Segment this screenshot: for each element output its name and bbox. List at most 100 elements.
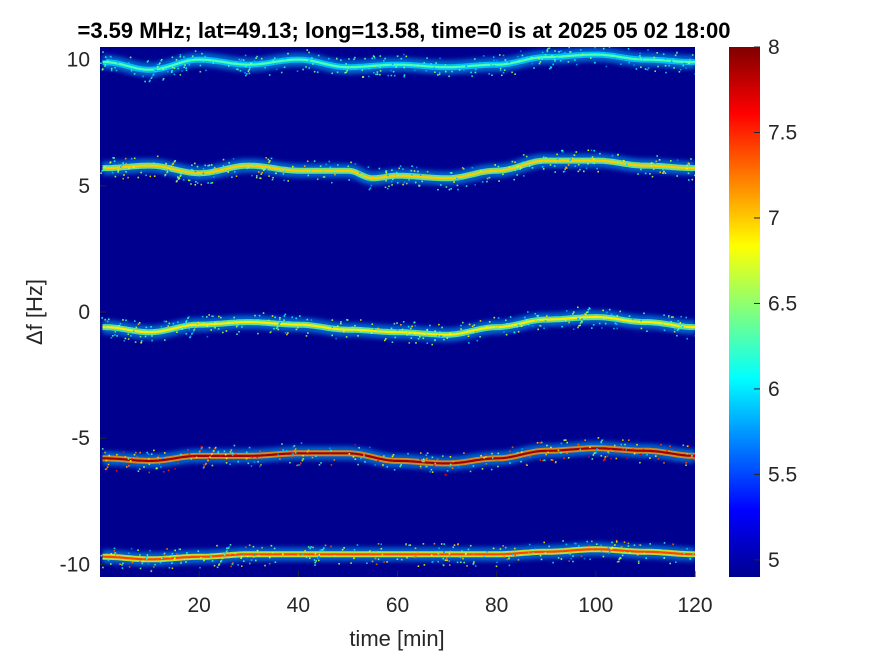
trace-speckle [480,170,482,172]
trace-speckle [171,163,174,166]
trace-speckle [539,554,542,557]
trace-speckle [230,321,233,324]
trace-speckle [149,175,152,178]
trace-speckle [581,318,583,320]
trace-speckle [370,332,373,334]
trace-speckle [622,59,625,61]
trace-speckle [225,330,228,332]
trace-speckle [190,183,192,185]
trace-speckle [392,70,395,73]
trace-speckle [179,548,181,551]
trace-speckle [438,73,441,76]
trace-speckle [115,69,118,72]
trace-speckle [252,545,255,548]
trace-speckle [441,326,443,329]
trace-speckle [496,60,498,62]
trace-speckle [246,73,248,75]
trace-speckle [330,464,333,466]
trace-speckle [656,155,658,157]
trace-speckle [384,186,387,189]
trace-speckle [279,318,281,321]
trace-speckle [408,179,410,181]
trace-speckle [553,165,556,167]
trace-speckle [431,561,433,563]
trace-speckle [600,441,602,443]
trace-speckle [636,58,638,60]
trace-speckle [228,546,230,548]
trace-speckle [426,342,429,344]
trace-speckle [301,459,304,462]
trace-speckle [448,188,451,191]
trace-speckle [587,311,589,313]
trace-speckle [295,328,298,331]
trace-speckle [405,55,408,58]
trace-speckle [473,561,475,563]
trace-speckle [247,166,249,169]
trace-speckle [408,342,411,344]
trace-speckle [560,442,563,445]
trace-speckle [160,60,162,62]
trace-speckle [469,544,472,547]
trace-speckle [552,561,554,564]
trace-speckle [224,553,227,555]
trace-speckle [539,459,542,461]
trace-speckle [243,554,245,556]
trace-speckle [305,335,308,337]
trace-speckle [449,564,451,566]
trace-speckle [261,167,264,170]
trace-speckle [476,339,479,342]
trace-speckle [433,542,436,545]
trace-speckle [458,69,461,71]
trace-speckle [254,164,256,166]
trace-speckle [649,543,651,545]
trace-speckle [333,555,336,557]
trace-speckle [131,458,133,460]
trace-speckle [253,554,256,556]
trace-speckle [294,448,297,450]
trace-speckle [673,67,675,69]
trace-speckle [236,333,238,335]
x-tick-label: 100 [578,594,613,617]
trace-speckle [110,55,112,58]
trace-speckle [414,332,416,335]
trace-speckle [217,452,219,454]
trace-speckle [460,328,462,330]
trace-speckle [619,310,621,313]
trace-speckle [608,452,610,455]
trace-speckle [162,556,165,559]
trace-speckle [602,555,605,558]
trace-speckle [186,553,189,556]
trace-speckle [677,328,680,331]
trace-speckle [640,168,642,171]
trace-speckle [418,184,421,187]
trace-speckle [502,545,504,547]
trace-speckle [585,167,588,170]
trace-speckle [208,164,211,167]
trace-speckle [591,458,594,460]
trace-speckle [614,57,616,59]
trace-speckle [185,561,187,563]
trace-speckle [394,174,397,176]
trace-speckle [176,179,178,182]
trace-speckle [281,443,283,445]
trace-speckle [433,464,435,467]
trace-speckle [653,56,656,59]
trace-speckle [688,62,690,65]
trace-speckle [128,62,130,64]
trace-speckle [451,467,454,470]
trace-speckle [492,547,495,550]
trace-speckle [514,554,516,557]
trace-speckle [420,452,422,454]
trace-speckle [600,550,603,553]
trace-speckle [128,167,130,170]
trace-speckle [627,542,630,545]
trace-speckle [223,552,225,555]
trace-speckle [513,178,515,181]
trace-speckle [670,320,672,323]
trace-speckle [235,453,237,456]
trace-speckle [315,455,317,457]
trace-speckle [216,566,219,569]
trace-speckle [157,66,159,68]
trace-speckle [560,558,563,560]
trace-speckle [530,56,533,59]
